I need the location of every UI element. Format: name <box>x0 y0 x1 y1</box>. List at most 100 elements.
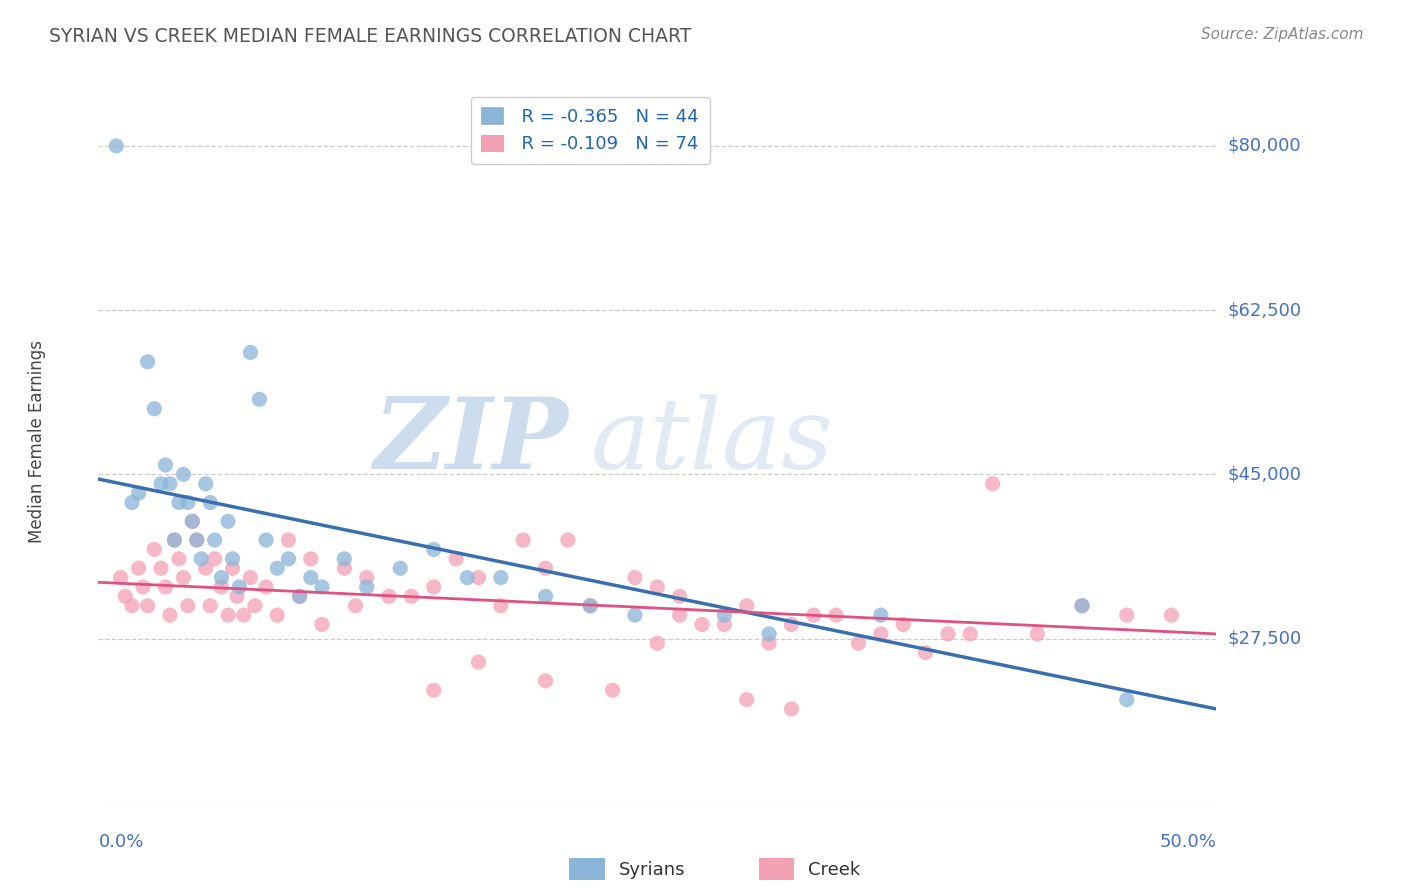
Point <box>221 551 243 566</box>
Point <box>333 561 356 575</box>
Point <box>647 636 669 650</box>
Point <box>136 355 159 369</box>
Point <box>128 486 150 500</box>
Point <box>624 571 647 585</box>
Point <box>959 627 981 641</box>
Point <box>1026 627 1049 641</box>
Point <box>936 627 959 641</box>
Point <box>226 590 249 604</box>
Point <box>181 514 204 528</box>
Point <box>204 551 226 566</box>
Point <box>869 627 891 641</box>
Point <box>110 571 132 585</box>
Point <box>114 590 136 604</box>
Text: 50.0%: 50.0% <box>1160 833 1216 851</box>
Point <box>163 533 186 547</box>
Point <box>780 617 803 632</box>
Point <box>228 580 250 594</box>
Point <box>422 683 444 698</box>
Text: ZIP: ZIP <box>373 393 568 490</box>
Point <box>190 551 212 566</box>
Point <box>825 608 848 623</box>
Point <box>311 617 333 632</box>
Point <box>194 476 217 491</box>
Point <box>177 599 200 613</box>
Point <box>266 561 288 575</box>
Point <box>869 608 891 623</box>
Point <box>467 571 489 585</box>
Point <box>217 608 239 623</box>
Point <box>277 533 299 547</box>
Point <box>172 467 194 482</box>
Point <box>132 580 155 594</box>
Point <box>534 673 557 688</box>
Point <box>247 392 270 407</box>
Point <box>194 561 217 575</box>
Point <box>914 646 936 660</box>
Point <box>579 599 602 613</box>
Legend:   R = -0.365   N = 44,   R = -0.109   N = 74: R = -0.365 N = 44, R = -0.109 N = 74 <box>471 96 710 164</box>
Point <box>186 533 208 547</box>
Point <box>602 683 624 698</box>
Point <box>690 617 713 632</box>
Point <box>557 533 579 547</box>
Text: $80,000: $80,000 <box>1227 137 1301 155</box>
Point <box>624 608 647 623</box>
Point <box>239 345 262 359</box>
Point <box>467 655 489 669</box>
Point <box>221 561 243 575</box>
Point <box>209 571 232 585</box>
Point <box>177 495 200 509</box>
Point <box>848 636 870 650</box>
Point <box>128 561 150 575</box>
Point <box>121 495 143 509</box>
Point <box>288 590 311 604</box>
Point <box>758 627 780 641</box>
Point <box>172 571 194 585</box>
Point <box>200 495 222 509</box>
Point <box>167 495 190 509</box>
Point <box>758 636 780 650</box>
Point <box>422 580 444 594</box>
Point <box>143 542 166 557</box>
Point <box>512 533 534 547</box>
Point <box>579 599 602 613</box>
Point <box>159 476 181 491</box>
Point <box>735 599 758 613</box>
Point <box>299 571 322 585</box>
Point <box>136 599 159 613</box>
Point <box>489 571 512 585</box>
Point <box>155 458 177 472</box>
Point <box>1115 608 1137 623</box>
Point <box>266 608 288 623</box>
Text: Source: ZipAtlas.com: Source: ZipAtlas.com <box>1201 27 1364 42</box>
Point <box>163 533 186 547</box>
Point <box>333 551 356 566</box>
Point <box>1071 599 1094 613</box>
Text: Syrians: Syrians <box>619 861 685 879</box>
Point <box>713 617 735 632</box>
Point <box>668 590 690 604</box>
Point <box>105 139 128 153</box>
Point <box>1115 692 1137 706</box>
Point <box>277 551 299 566</box>
Point <box>239 571 262 585</box>
Point <box>803 608 825 623</box>
Text: $27,500: $27,500 <box>1227 630 1302 648</box>
Point <box>159 608 181 623</box>
Point <box>891 617 914 632</box>
Point <box>121 599 143 613</box>
Point <box>344 599 367 613</box>
Point <box>288 590 311 604</box>
Text: atlas: atlas <box>591 394 832 489</box>
Text: $62,500: $62,500 <box>1227 301 1302 319</box>
Point <box>155 580 177 594</box>
Point <box>1160 608 1182 623</box>
Point <box>356 571 378 585</box>
Text: SYRIAN VS CREEK MEDIAN FEMALE EARNINGS CORRELATION CHART: SYRIAN VS CREEK MEDIAN FEMALE EARNINGS C… <box>49 27 692 45</box>
Point <box>167 551 190 566</box>
Point <box>186 533 208 547</box>
Point <box>735 692 758 706</box>
Point <box>150 561 173 575</box>
Point <box>444 551 467 566</box>
